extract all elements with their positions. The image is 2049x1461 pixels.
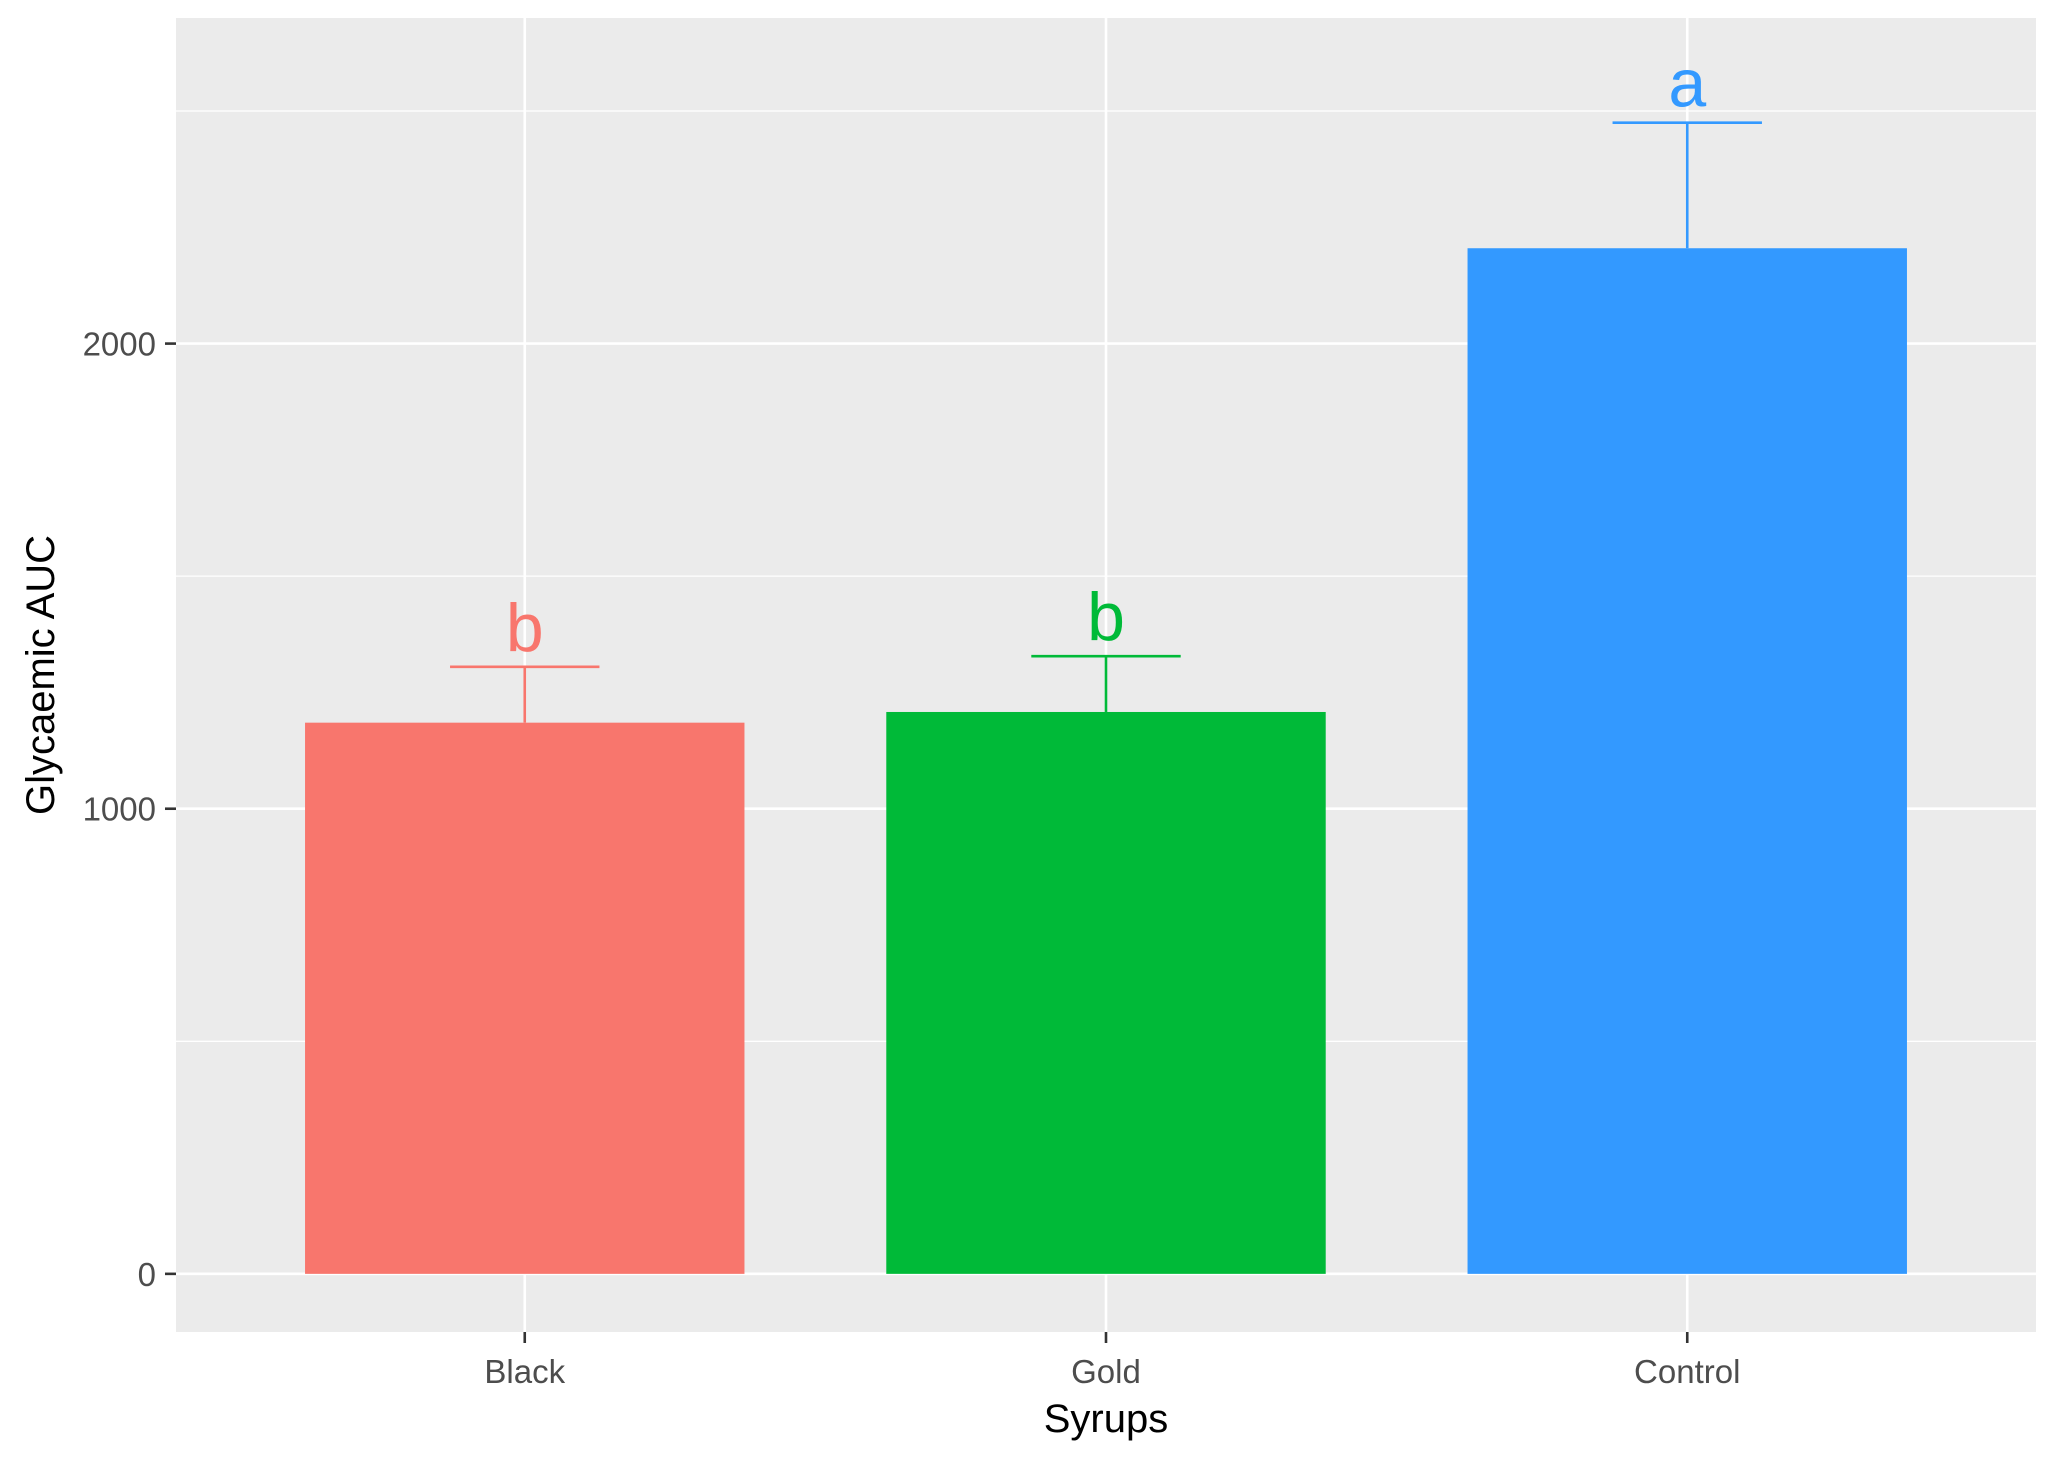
x-tick-label: Gold xyxy=(1071,1353,1141,1390)
significance-label: b xyxy=(506,590,544,666)
x-tick-label: Black xyxy=(484,1353,565,1390)
y-axis: 0 1000 2000 xyxy=(83,326,176,1293)
bars-layer xyxy=(305,248,1907,1274)
bar-gold xyxy=(886,711,1326,1274)
x-axis: Black Gold Control xyxy=(484,1332,1740,1390)
y-tick-label: 0 xyxy=(138,1256,156,1293)
y-axis-title: Glycaemic AUC xyxy=(19,535,63,815)
bar-control xyxy=(1467,248,1907,1274)
error-bars-layer xyxy=(450,121,1762,723)
significance-labels-layer: b b a xyxy=(506,46,1707,666)
y-tick-label: 2000 xyxy=(83,326,156,363)
bar-black xyxy=(305,722,745,1274)
significance-label: a xyxy=(1668,46,1706,122)
significance-label: b xyxy=(1087,579,1125,655)
x-tick-label: Control xyxy=(1634,1353,1740,1390)
x-axis-title: Syrups xyxy=(1044,1397,1169,1441)
y-tick-label: 1000 xyxy=(83,791,156,828)
